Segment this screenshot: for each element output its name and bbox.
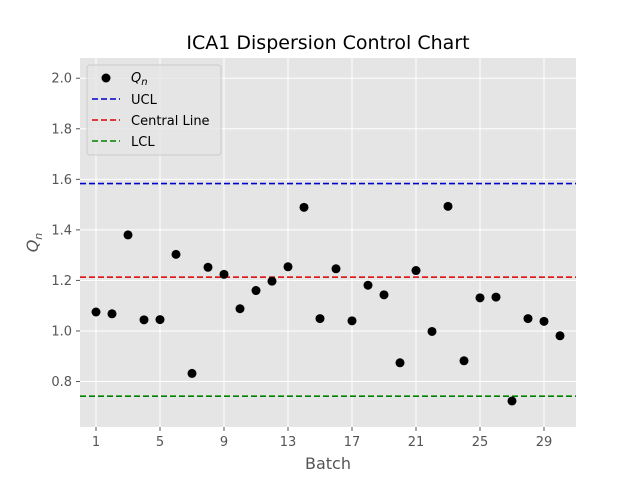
- y-tick-label: 1.0: [51, 324, 72, 339]
- data-point: [235, 304, 245, 314]
- data-point: [171, 249, 181, 259]
- y-tick-label: 1.2: [51, 274, 72, 289]
- data-point: [347, 316, 357, 326]
- data-point: [395, 358, 405, 368]
- data-point: [299, 202, 309, 212]
- legend-label-qn-subscript: n: [141, 77, 147, 88]
- data-point: [187, 368, 197, 378]
- data-points: [91, 201, 565, 406]
- data-point: [555, 331, 565, 341]
- legend-box: [86, 64, 222, 156]
- grid: [80, 58, 576, 427]
- data-point: [363, 280, 373, 290]
- legend: Qn UCL Central Line LCL: [86, 64, 222, 156]
- data-point: [523, 314, 533, 324]
- data-point: [123, 230, 133, 240]
- data-point: [107, 309, 117, 319]
- y-axis-label: Qn: [23, 233, 45, 253]
- x-tick-label: 1: [92, 435, 100, 450]
- legend-label-qn: Qn: [131, 71, 148, 88]
- data-point: [331, 264, 341, 274]
- data-point: [267, 276, 277, 286]
- data-point: [427, 326, 437, 336]
- y-tick-label: 1.8: [51, 122, 72, 137]
- data-point: [443, 201, 453, 211]
- x-tick-label: 17: [344, 435, 361, 450]
- chart-title: ICA1 Dispersion Control Chart: [186, 32, 469, 54]
- y-tick-label: 1.4: [51, 223, 72, 238]
- y-tick-label: 1.6: [51, 173, 72, 188]
- data-point: [507, 396, 517, 406]
- data-point: [539, 316, 549, 326]
- x-tick-label: 9: [220, 435, 228, 450]
- x-tick-label: 25: [472, 435, 489, 450]
- x-tick-label: 29: [536, 435, 553, 450]
- x-axis-label: Batch: [305, 454, 351, 473]
- y-tick-label: 2.0: [51, 72, 72, 87]
- legend-label-ucl: UCL: [131, 93, 158, 108]
- legend-label-central: Central Line: [131, 114, 210, 129]
- data-point: [139, 315, 149, 325]
- data-point: [155, 315, 165, 325]
- reference-lines: [80, 182, 576, 397]
- legend-marker-qn: [101, 73, 111, 83]
- x-tick-label: 13: [280, 435, 297, 450]
- data-point: [219, 269, 229, 279]
- data-point: [283, 262, 293, 272]
- y-axis-label-main: Q: [23, 240, 42, 253]
- axis-ticks: 1 5 9 13 17 21 25 29 0.8 1.0 1.2 1.4 1.6 1.8 2.0: [51, 72, 552, 450]
- legend-label-lcl: LCL: [131, 135, 155, 150]
- data-point: [91, 307, 101, 317]
- data-point: [315, 314, 325, 324]
- y-tick-label: 0.8: [51, 375, 72, 390]
- legend-label-qn-main: Q: [131, 71, 141, 86]
- x-tick-label: 21: [408, 435, 425, 450]
- x-tick-label: 5: [156, 435, 164, 450]
- y-axis-label-subscript: n: [32, 233, 45, 240]
- data-point: [251, 286, 261, 296]
- data-point: [379, 290, 389, 300]
- data-point: [459, 356, 469, 366]
- data-point: [491, 292, 501, 302]
- data-point: [475, 293, 485, 303]
- data-point: [411, 266, 421, 276]
- data-point: [203, 262, 213, 272]
